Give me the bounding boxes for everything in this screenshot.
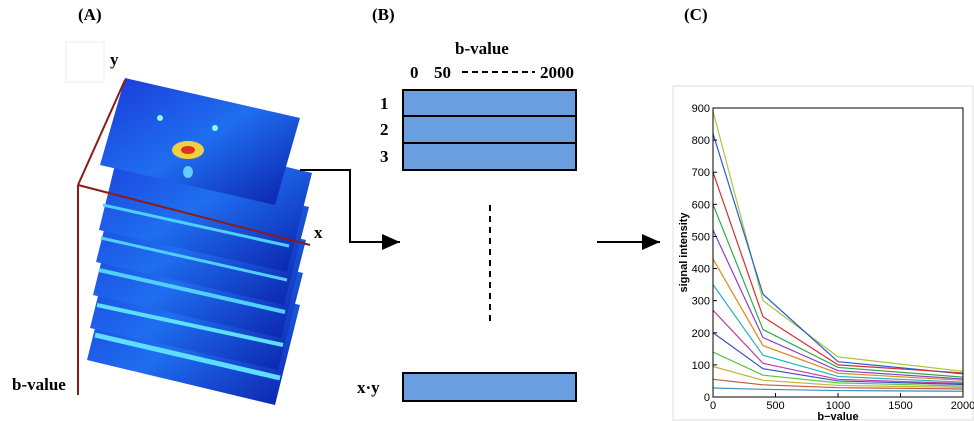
- y-tick-label: 600: [692, 199, 710, 211]
- y-tick-label: 300: [692, 296, 710, 308]
- panel-label: (A): [78, 5, 102, 24]
- row-label: 1: [380, 94, 389, 113]
- y-tick-label: 200: [692, 328, 710, 340]
- x-axis-label: b−value: [817, 411, 858, 421]
- axis-label: b-value: [12, 375, 66, 394]
- image-stack: [87, 78, 312, 405]
- axis-label: y: [110, 50, 119, 69]
- rows: [403, 90, 576, 401]
- row-label: 2: [380, 120, 389, 139]
- figure: (A) y x b-value (B) b-value 0 50 2000 1 …: [0, 0, 974, 421]
- header: b-value: [455, 39, 509, 58]
- y-tick-label: 700: [692, 167, 710, 179]
- label-box: [66, 42, 104, 82]
- x-tick-label: 0: [710, 400, 716, 412]
- row-label: 3: [380, 147, 389, 166]
- column-label: 0: [410, 63, 419, 82]
- row-label: x·y: [357, 378, 380, 397]
- x-tick-label: 2000: [951, 400, 974, 412]
- y-tick-label: 900: [692, 103, 710, 115]
- y-tick-label: 800: [692, 135, 710, 147]
- panel-label: (B): [372, 5, 395, 24]
- y-tick-label: 500: [692, 231, 710, 243]
- y-axis-label: signal intensity: [678, 212, 690, 293]
- x-tick-label: 500: [766, 400, 784, 412]
- column-label: 50: [434, 63, 451, 82]
- x-tick-label: 1500: [888, 400, 912, 412]
- column-label: 2000: [540, 63, 574, 82]
- y-tick-label: 400: [692, 264, 710, 276]
- axis-label: x: [314, 223, 323, 242]
- y-tick-label: 100: [692, 360, 710, 372]
- panel-label: (C): [684, 5, 708, 24]
